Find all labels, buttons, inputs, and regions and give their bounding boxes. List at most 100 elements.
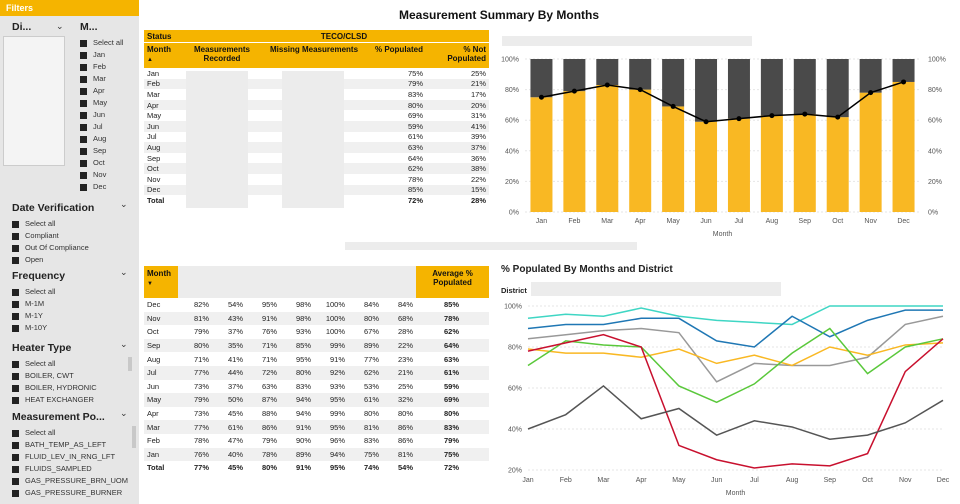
y-tick-label-right: 20% (928, 179, 942, 186)
slicer-option[interactable]: FLUID_LEV_IN_RNG_LFT (12, 451, 128, 463)
slicer-option[interactable]: Dec (80, 181, 136, 193)
checkbox-icon[interactable] (80, 75, 87, 83)
checkbox-icon[interactable] (12, 324, 19, 332)
slicer-option[interactable]: Select all (12, 358, 128, 370)
chevron-down-icon[interactable]: ⌄ (120, 408, 128, 418)
not-populated-header[interactable]: % Not Populated (447, 45, 486, 63)
slicer-option[interactable]: Select all (12, 218, 132, 230)
average-header[interactable]: Average % Populated (416, 266, 489, 298)
line-point (736, 116, 742, 122)
slicer-option[interactable]: Jul (80, 121, 136, 133)
populated-cell: 72% (407, 195, 423, 205)
slicer-option[interactable]: Compliant (12, 230, 132, 242)
table-row: Nov 81% 43% 91% 98% 100% 80% 68% 78% (144, 311, 489, 326)
chevron-down-icon[interactable]: ⌄ (120, 267, 128, 277)
slicer-option[interactable]: Select all (80, 37, 136, 49)
checkbox-icon[interactable] (12, 300, 19, 308)
slicer-option[interactable]: BATH_TEMP_AS_LEFT (12, 439, 128, 451)
month-header[interactable]: Month ▼ (144, 266, 178, 298)
slicer-option[interactable]: Apr (80, 85, 136, 97)
checkbox-icon[interactable] (12, 396, 19, 404)
checkbox-icon[interactable] (12, 441, 19, 449)
chevron-down-icon[interactable]: ⌄ (120, 339, 128, 349)
checkbox-icon[interactable] (80, 123, 87, 131)
district-value-cell: 95% (314, 393, 348, 407)
redacted-legend (531, 282, 781, 296)
month-header[interactable]: Month ▲ (147, 45, 171, 63)
checkbox-icon[interactable] (80, 99, 87, 107)
slicer-option[interactable]: HEAT EXCHANGER (12, 394, 128, 406)
district-value-cell: 94% (314, 447, 348, 462)
district-value-cell: 80% (178, 338, 212, 353)
slicer-option[interactable]: M-1Y (12, 310, 132, 322)
checkbox-icon[interactable] (80, 51, 87, 59)
checkbox-icon[interactable] (80, 63, 87, 71)
average-cell: 61% (416, 365, 489, 380)
district-value-cell: 45% (227, 463, 243, 473)
slicer-option[interactable]: Sep (80, 145, 136, 157)
scrollbar[interactable] (128, 357, 132, 371)
district-value-cell: 81% (178, 311, 212, 326)
slicer-option[interactable]: Open (12, 254, 132, 266)
chevron-down-icon[interactable]: ⌄ (56, 21, 64, 31)
slicer-option[interactable]: Aug (80, 133, 136, 145)
line-point (637, 87, 643, 93)
checkbox-icon[interactable] (80, 39, 87, 47)
slicer-option[interactable]: Select all (12, 427, 128, 439)
checkbox-icon[interactable] (12, 244, 19, 252)
checkbox-icon[interactable] (80, 171, 87, 179)
slicer-option[interactable]: May (80, 97, 136, 109)
checkbox-icon[interactable] (12, 256, 19, 264)
checkbox-icon[interactable] (12, 312, 19, 320)
average-cell: 79% (443, 436, 459, 446)
checkbox-icon[interactable] (12, 372, 19, 380)
district-value-cell: 35% (212, 338, 246, 353)
slicer-option[interactable]: Nov (80, 169, 136, 181)
district-list[interactable] (3, 36, 65, 166)
checkbox-icon[interactable] (12, 288, 19, 296)
scrollbar[interactable] (132, 426, 136, 448)
slicer-option[interactable]: BOILER, CWT (12, 370, 128, 382)
measurement-point-list: Select all BATH_TEMP_AS_LEFT FLUID_LEV_IN_… (12, 427, 128, 499)
checkbox-icon[interactable] (12, 489, 19, 497)
checkbox-icon[interactable] (12, 384, 19, 392)
checkbox-icon[interactable] (12, 477, 19, 485)
slicer-option[interactable]: Jun (80, 109, 136, 121)
slicer-option[interactable]: GAS_PRESSURE_BRN_UOM (12, 475, 128, 487)
bar-not-populated (760, 59, 783, 116)
x-tick-label: Jul (734, 218, 743, 225)
slicer-option[interactable]: FLUIDS_SAMPLED (12, 463, 128, 475)
checkbox-icon[interactable] (12, 360, 19, 368)
line-point (769, 113, 775, 119)
checkbox-icon[interactable] (80, 183, 87, 191)
checkbox-icon[interactable] (12, 429, 19, 437)
chevron-down-icon[interactable]: ⌄ (120, 199, 128, 209)
checkbox-icon[interactable] (12, 465, 19, 473)
checkbox-icon[interactable] (80, 159, 87, 167)
missing-header[interactable]: Missing Measurements (269, 45, 359, 54)
checkbox-icon[interactable] (80, 147, 87, 155)
slicer-option[interactable]: Out Of Compliance (12, 242, 132, 254)
slicer-option[interactable]: M-10Y (12, 322, 132, 334)
checkbox-icon[interactable] (12, 453, 19, 461)
slicer-option[interactable]: Jan (80, 49, 136, 61)
populated-header[interactable]: % Populated (374, 45, 423, 54)
slicer-option[interactable]: Select all (12, 286, 132, 298)
checkbox-icon[interactable] (12, 232, 19, 240)
slicer-option[interactable]: GAS_PRESSURE_BURNER (12, 487, 128, 499)
checkbox-icon[interactable] (80, 87, 87, 95)
district-value-cell: 89% (348, 338, 382, 353)
district-value-cell: 68% (382, 311, 416, 326)
slicer-option[interactable]: M-1M (12, 298, 132, 310)
district-value-cell: 83% (363, 436, 379, 446)
slicer-option[interactable]: Oct (80, 157, 136, 169)
populated-cell: 79% (364, 78, 426, 90)
recorded-header[interactable]: Measurements Recorded (193, 45, 251, 63)
slicer-option[interactable]: Feb (80, 61, 136, 73)
checkbox-icon[interactable] (12, 220, 19, 228)
checkbox-icon[interactable] (80, 111, 87, 119)
slicer-option[interactable]: Mar (80, 73, 136, 85)
slicer-option[interactable]: BOILER, HYDRONIC (12, 382, 128, 394)
checkbox-icon[interactable] (80, 135, 87, 143)
month-cell: Jul (144, 365, 178, 380)
